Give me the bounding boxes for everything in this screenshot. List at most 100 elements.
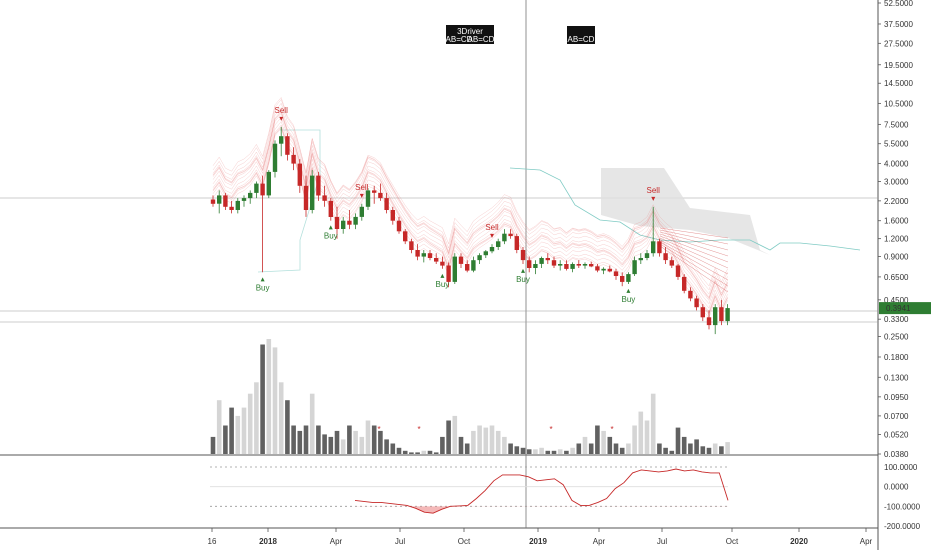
volume-bar xyxy=(675,427,681,454)
price-tick-label: 27.5000 xyxy=(884,39,913,48)
candle-body xyxy=(595,266,600,271)
ichimoku-cloud xyxy=(601,168,770,255)
candle-body xyxy=(427,253,433,258)
volume-bar xyxy=(582,436,588,454)
candle-body xyxy=(272,143,278,172)
volume-bar xyxy=(644,420,650,454)
candle-body xyxy=(403,231,408,242)
ma-ribbon-line xyxy=(212,113,728,305)
last-price-value: 0.3941 xyxy=(886,304,911,313)
candle-body xyxy=(415,250,420,257)
volume-layer xyxy=(210,339,730,454)
candle-layer xyxy=(210,126,730,335)
candle-body xyxy=(607,268,612,272)
candle-body xyxy=(260,183,265,196)
candle-body xyxy=(644,253,650,258)
candle-body xyxy=(489,247,495,252)
volume-bar xyxy=(626,443,631,454)
osc-line xyxy=(354,468,729,514)
fan-line xyxy=(659,243,729,287)
volume-bar xyxy=(415,452,420,454)
volume-bar xyxy=(384,439,389,454)
volume-bar xyxy=(688,443,693,454)
volume-bar xyxy=(254,382,259,454)
volume-bar xyxy=(570,447,575,454)
volume-bar xyxy=(725,442,730,454)
buy-signal-label: Buy xyxy=(622,295,636,304)
price-axis[interactable]: 52.5000 37.5000 27.5000 19.5000 14.5000 10.50… xyxy=(878,0,913,459)
candle-body xyxy=(409,241,414,250)
sell-signal-label: Sell xyxy=(355,183,369,192)
volume-bar xyxy=(272,347,278,454)
candle-body xyxy=(384,198,389,210)
volume-bar xyxy=(371,425,377,454)
osc-tick-label: 0.0000 xyxy=(884,483,909,492)
candle-body xyxy=(471,260,476,271)
volume-bar xyxy=(588,443,594,454)
price-tick-label: 10.5000 xyxy=(884,99,913,108)
volume-bar xyxy=(601,430,606,454)
volume-bar xyxy=(328,436,334,454)
time-tick-label: 2020 xyxy=(790,537,808,546)
fan-line xyxy=(659,245,729,293)
volume-bar xyxy=(378,430,383,454)
time-axis[interactable]: 16 2018 Apr Jul Oct 2019 Apr Jul Oct 2020 Apr xyxy=(208,528,873,546)
candle-body xyxy=(254,183,259,193)
volume-marker-icon: * xyxy=(610,425,613,434)
candle-body xyxy=(396,220,402,232)
time-tick-label: Jul xyxy=(395,537,405,546)
price-tick-label: 0.0520 xyxy=(884,430,909,439)
volume-bar xyxy=(316,425,321,454)
ma-ribbon-line xyxy=(212,111,728,301)
buy-signal-label: Buy xyxy=(436,280,450,289)
last-price-badge xyxy=(879,302,931,315)
fan-line xyxy=(659,237,729,269)
volume-bar xyxy=(452,415,458,454)
volume-bar xyxy=(533,449,538,454)
time-tick-label: Jul xyxy=(657,537,667,546)
price-tick-label: 0.3300 xyxy=(884,315,909,324)
sell-arrow-icon: ▾ xyxy=(279,114,283,123)
candle-body xyxy=(545,258,550,261)
volume-bar xyxy=(433,452,439,454)
candle-body xyxy=(334,216,340,229)
volume-bar xyxy=(607,436,613,454)
sell-arrow-icon: ▾ xyxy=(490,231,494,240)
candle-body xyxy=(297,163,302,186)
price-tick-label: 0.0950 xyxy=(884,393,909,402)
volume-bar xyxy=(210,436,216,454)
fan-line xyxy=(659,233,729,257)
price-tick-label: 5.5000 xyxy=(884,140,909,149)
volume-bar xyxy=(322,434,327,454)
pattern-label-box xyxy=(567,26,595,44)
volume-bar xyxy=(340,439,346,454)
volume-bar xyxy=(526,449,532,454)
ma-ribbon-line xyxy=(212,98,728,291)
price-tick-label: 3.0000 xyxy=(884,178,909,187)
volume-marker-icon: * xyxy=(417,425,420,434)
volume-bar xyxy=(694,439,699,454)
price-tick-label: 4.0000 xyxy=(884,160,909,169)
buy-arrow-icon: ▴ xyxy=(521,266,525,275)
candle-body xyxy=(508,233,513,237)
candle-body xyxy=(465,264,470,271)
buy-arrow-icon: ▴ xyxy=(329,223,333,232)
candle-body xyxy=(502,233,507,242)
candle-body xyxy=(390,210,395,221)
sell-signal-label: Sell xyxy=(275,106,289,115)
candle-body xyxy=(539,258,544,264)
ma-ribbon-line xyxy=(212,102,728,295)
price-tick-label: 0.1300 xyxy=(884,373,909,382)
fan-line xyxy=(659,239,729,275)
volume-bar xyxy=(539,447,544,454)
cloud-line xyxy=(509,167,861,251)
volume-bar xyxy=(365,420,371,454)
volume-bar xyxy=(223,425,228,454)
buy-arrow-icon: ▴ xyxy=(626,286,630,295)
candle-body xyxy=(589,264,594,267)
volume-bar xyxy=(303,425,309,454)
volume-bar xyxy=(278,382,284,454)
ma-ribbon-line xyxy=(212,107,728,298)
fan-line xyxy=(659,235,729,263)
